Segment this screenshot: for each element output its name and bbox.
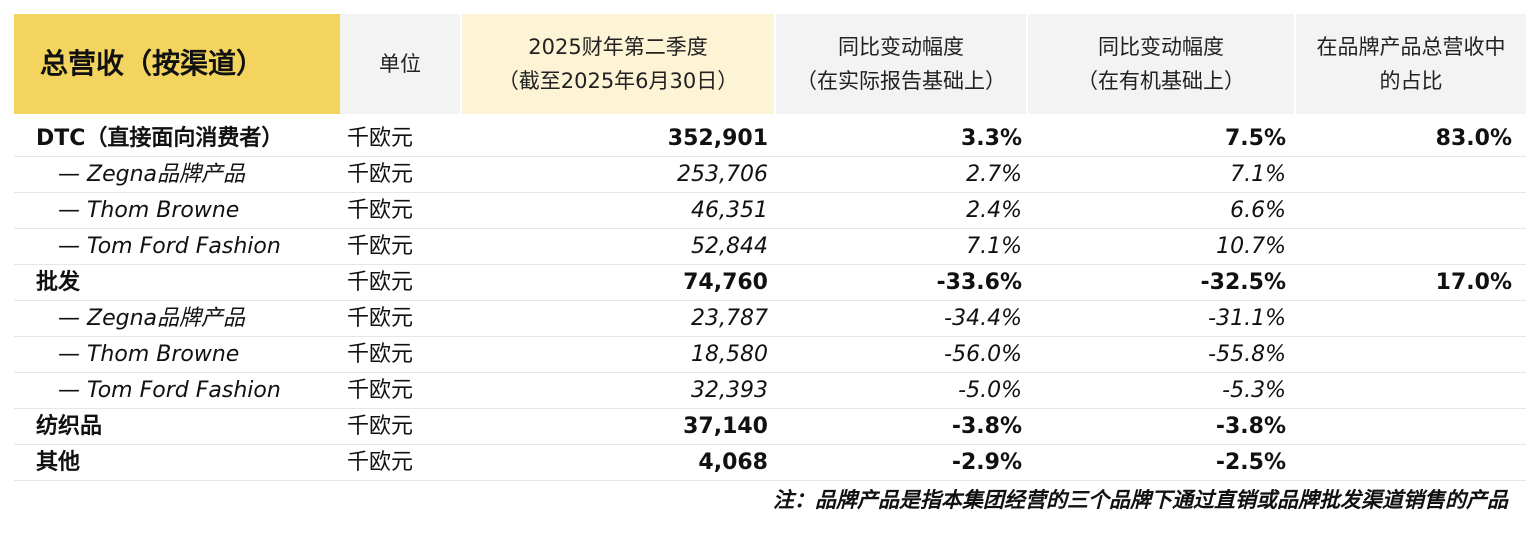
row-yoy-organic: -31.1% xyxy=(1208,306,1286,331)
table-title: 总营收（按渠道） xyxy=(14,14,340,114)
row-yoy-reported: 2.7% xyxy=(966,162,1022,187)
row-yoy-reported: -3.8% xyxy=(951,414,1022,439)
row-label: DTC（直接面向消费者） xyxy=(36,126,284,151)
row-value: 4,068 xyxy=(698,450,768,475)
row-unit: 千欧元 xyxy=(347,126,414,151)
header-yoy-organic-line1: 同比变动幅度 xyxy=(1098,35,1224,59)
header-yoy-reported-line1: 同比变动幅度 xyxy=(838,35,964,59)
row-value: 52,844 xyxy=(691,234,768,259)
row-unit: 千欧元 xyxy=(347,450,414,475)
row-yoy-reported: -33.6% xyxy=(936,270,1022,295)
row-unit: 千欧元 xyxy=(347,234,414,259)
header-yoy-organic: 同比变动幅度 （在有机基础上） xyxy=(1028,14,1294,114)
table-row: 其他 千欧元 4,068 -2.9% -2.5% xyxy=(14,445,1526,481)
row-yoy-organic: 10.7% xyxy=(1216,234,1286,259)
footnote: 注：品牌产品是指本集团经营的三个品牌下通过直销或品牌批发渠道销售的产品 xyxy=(773,488,1508,512)
row-yoy-organic: 7.5% xyxy=(1224,126,1286,151)
header-period-line2: （截至2025年6月30日） xyxy=(497,69,739,93)
header-share-line1: 在品牌产品总营收中 xyxy=(1316,35,1506,59)
row-label: 批发 xyxy=(36,270,81,295)
header-yoy-reported: 同比变动幅度 （在实际报告基础上） xyxy=(776,14,1026,114)
row-unit: 千欧元 xyxy=(347,198,414,223)
row-label: — Tom Ford Fashion xyxy=(58,234,281,259)
row-value: 23,787 xyxy=(691,306,768,331)
row-yoy-reported: -5.0% xyxy=(958,378,1022,403)
row-label: — Zegna品牌产品 xyxy=(58,162,245,187)
table-row: DTC（直接面向消费者） 千欧元 352,901 3.3% 7.5% 83.0% xyxy=(14,121,1526,157)
row-yoy-organic: -5.3% xyxy=(1222,378,1286,403)
table-row: — Thom Browne 千欧元 46,351 2.4% 6.6% xyxy=(14,193,1526,229)
row-value: 46,351 xyxy=(691,198,768,223)
row-yoy-organic: -3.8% xyxy=(1215,414,1286,439)
row-unit: 千欧元 xyxy=(347,378,414,403)
table-row: — Tom Ford Fashion 千欧元 52,844 7.1% 10.7% xyxy=(14,229,1526,265)
row-share: 83.0% xyxy=(1435,126,1512,151)
header-share-line2: 的占比 xyxy=(1379,69,1443,93)
row-yoy-reported: 3.3% xyxy=(960,126,1022,151)
row-value: 37,140 xyxy=(683,414,768,439)
row-yoy-reported: -34.4% xyxy=(944,306,1022,331)
row-share: 17.0% xyxy=(1435,270,1512,295)
row-unit: 千欧元 xyxy=(347,270,414,295)
header-unit: 单位 xyxy=(340,14,460,114)
table-row: — Zegna品牌产品 千欧元 253,706 2.7% 7.1% xyxy=(14,157,1526,193)
row-label: — Zegna品牌产品 xyxy=(58,306,245,331)
row-yoy-organic: -55.8% xyxy=(1208,342,1286,367)
row-value: 32,393 xyxy=(691,378,768,403)
row-unit: 千欧元 xyxy=(347,414,414,439)
row-value: 74,760 xyxy=(683,270,768,295)
table-header: 总营收（按渠道） 单位 2025财年第二季度 （截至2025年6月30日） 同比变… xyxy=(14,14,1526,114)
header-share: 在品牌产品总营收中 的占比 xyxy=(1296,14,1526,114)
row-label: — Thom Browne xyxy=(58,198,240,223)
header-period: 2025财年第二季度 （截至2025年6月30日） xyxy=(462,14,774,114)
table-row: — Tom Ford Fashion 千欧元 32,393 -5.0% -5.3… xyxy=(14,373,1526,409)
header-yoy-organic-line2: （在有机基础上） xyxy=(1077,69,1245,93)
row-yoy-organic: 6.6% xyxy=(1230,198,1286,223)
row-unit: 千欧元 xyxy=(347,306,414,331)
row-yoy-organic: 7.1% xyxy=(1230,162,1286,187)
table-row: — Thom Browne 千欧元 18,580 -56.0% -55.8% xyxy=(14,337,1526,373)
row-yoy-reported: -2.9% xyxy=(951,450,1022,475)
row-yoy-reported: -56.0% xyxy=(944,342,1022,367)
row-label: — Thom Browne xyxy=(58,342,240,367)
table-row: 纺织品 千欧元 37,140 -3.8% -3.8% xyxy=(14,409,1526,445)
row-value: 352,901 xyxy=(667,126,768,151)
revenue-by-channel-table: 总营收（按渠道） 单位 2025财年第二季度 （截至2025年6月30日） 同比变… xyxy=(14,14,1526,481)
row-unit: 千欧元 xyxy=(347,162,414,187)
table-row: — Zegna品牌产品 千欧元 23,787 -34.4% -31.1% xyxy=(14,301,1526,337)
row-label: 纺织品 xyxy=(36,414,103,439)
table-row: 批发 千欧元 74,760 -33.6% -32.5% 17.0% xyxy=(14,265,1526,301)
row-value: 253,706 xyxy=(677,162,768,187)
row-yoy-reported: 7.1% xyxy=(966,234,1022,259)
row-yoy-organic: -32.5% xyxy=(1200,270,1286,295)
header-yoy-reported-line2: （在实际报告基础上） xyxy=(796,69,1006,93)
table-body: DTC（直接面向消费者） 千欧元 352,901 3.3% 7.5% 83.0%… xyxy=(14,121,1526,481)
row-label: 其他 xyxy=(36,450,81,475)
row-unit: 千欧元 xyxy=(347,342,414,367)
header-period-line1: 2025财年第二季度 xyxy=(528,35,708,59)
row-value: 18,580 xyxy=(691,342,768,367)
row-yoy-reported: 2.4% xyxy=(966,198,1022,223)
row-label: — Tom Ford Fashion xyxy=(58,378,281,403)
row-yoy-organic: -2.5% xyxy=(1215,450,1286,475)
